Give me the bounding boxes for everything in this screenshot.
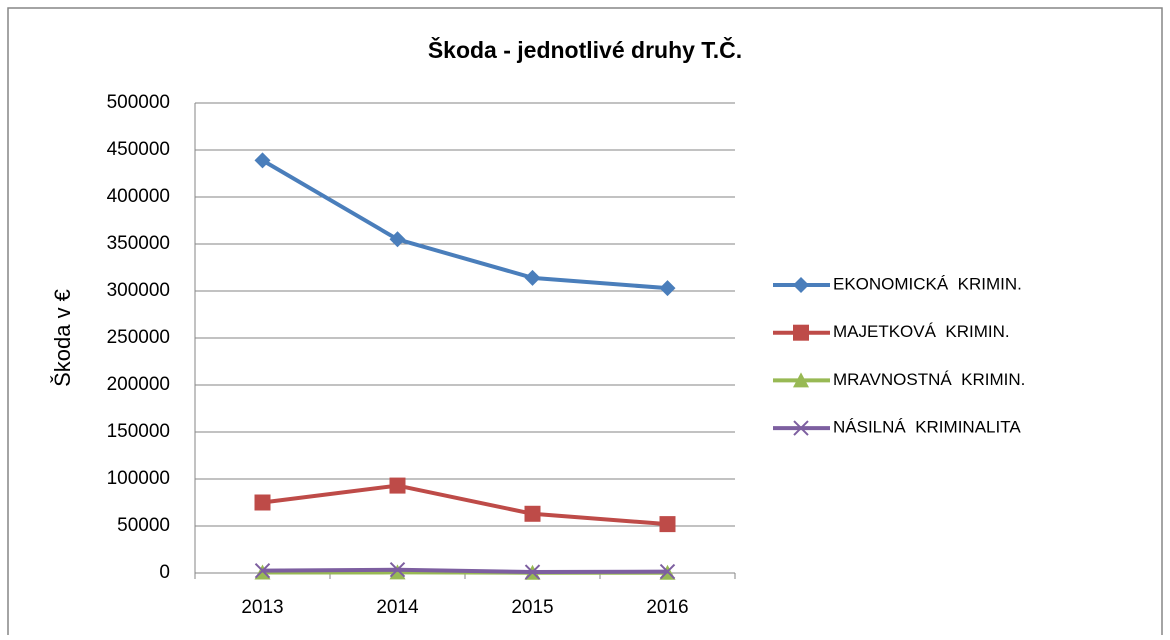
y-tick-label: 0 [159,562,170,583]
x-tick-label: 2014 [376,597,419,618]
legend-label: NÁSILNÁ KRIMINALITA [833,418,1021,437]
y-tick-label: 50000 [117,515,170,536]
legend-label: MRAVNOSTNÁ KRIMIN. [833,370,1025,389]
data-point [525,506,541,522]
y-tick-label: 400000 [107,186,170,207]
y-axis-title: Škoda v € [50,289,75,387]
chart-title: Škoda - jednotlivé druhy T.Č. [428,36,742,63]
x-tick-label: 2015 [511,597,553,618]
legend-label: EKONOMICKÁ KRIMIN. [833,274,1022,293]
y-tick-label: 500000 [107,92,170,113]
x-tick-label: 2016 [646,597,688,618]
y-tick-label: 150000 [107,421,170,442]
y-tick-label: 250000 [107,327,170,348]
y-tick-label: 100000 [107,468,170,489]
x-tick-label: 2013 [241,597,283,618]
legend-marker [793,325,809,341]
y-tick-label: 450000 [107,139,170,160]
data-point [390,478,406,494]
data-point [660,516,676,532]
legend-label: MAJETKOVÁ KRIMIN. [833,322,1010,341]
data-point [255,495,271,511]
y-tick-label: 350000 [107,233,170,254]
y-tick-label: 200000 [107,374,170,395]
y-tick-label: 300000 [107,280,170,301]
series-line [263,570,668,572]
